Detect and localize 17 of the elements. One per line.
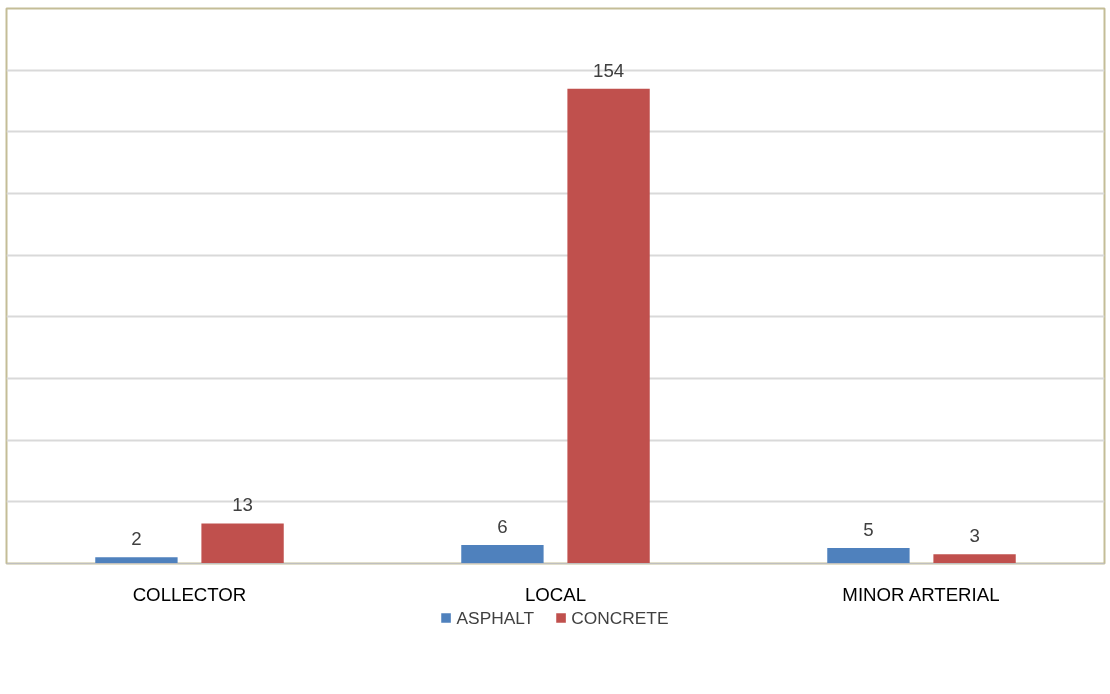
data-label: 154: [593, 59, 625, 81]
bar: [827, 548, 910, 564]
bar: [567, 88, 650, 564]
bar: [933, 554, 1016, 564]
legend-label: ASPHALT: [456, 607, 535, 628]
x-tick-label: COLLECTOR: [132, 583, 247, 605]
data-label: 2: [131, 528, 142, 550]
data-label: 3: [969, 525, 980, 547]
bar: [201, 523, 284, 564]
bar: [461, 545, 544, 564]
data-label: 5: [863, 519, 874, 541]
x-tick-label: MINOR ARTERIAL: [842, 583, 1000, 605]
bar: [95, 557, 178, 564]
data-label: 13: [232, 494, 253, 516]
data-label: 6: [497, 516, 508, 537]
legend-label: CONCRETE: [571, 607, 669, 628]
x-tick-label: LOCAL: [524, 583, 587, 605]
